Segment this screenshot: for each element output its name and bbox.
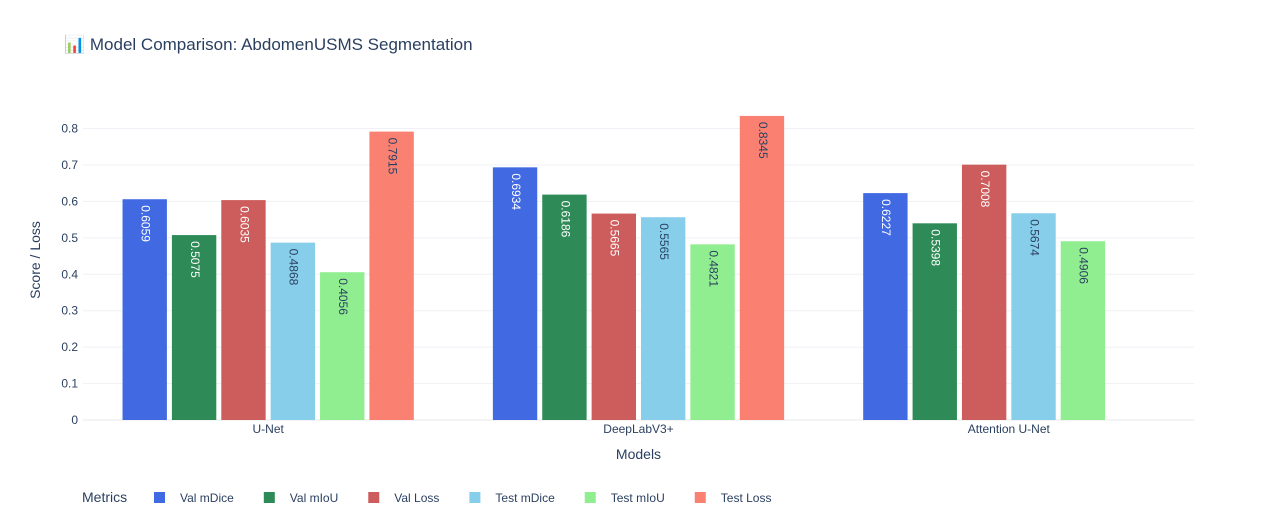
bar-value-label: 0.6186 (558, 201, 572, 238)
bar-test-miou-1 (690, 244, 735, 420)
x-axis-ticks: U-Net DeepLabV3+ Attention U-Net (252, 422, 1050, 436)
bar-value-label: 0.5398 (929, 229, 943, 266)
y-tick-label: 0.7 (61, 158, 78, 172)
legend-item-label: Test Loss (721, 491, 772, 505)
y-tick-label: 0 (71, 413, 78, 427)
legend-item-label: Val mDice (180, 491, 234, 505)
bar-test-mdice-1 (641, 217, 686, 420)
bar-value-label: 0.6934 (509, 173, 523, 210)
y-tick-label: 0.3 (61, 304, 78, 318)
bar-value-label: 0.5565 (657, 223, 671, 260)
x-axis-title: Models (616, 446, 661, 462)
bar-value-label: 0.5665 (608, 220, 622, 257)
bar-val-miou-0 (171, 235, 217, 420)
y-tick-label: 0.6 (61, 194, 78, 208)
legend-swatch (368, 492, 380, 503)
x-tick-label: U-Net (252, 422, 284, 436)
bar-val-miou-2 (912, 223, 957, 420)
y-tick-label: 0.8 (61, 122, 78, 136)
bar-value-label: 0.6035 (237, 206, 251, 243)
legend-swatch (469, 492, 481, 503)
bar-value-label: 0.8345 (756, 122, 770, 159)
bar-val-loss-0 (221, 200, 266, 420)
bar-test-miou-2 (1060, 241, 1106, 420)
legend-item-label: Test mDice (495, 491, 555, 505)
y-tick-label: 0.2 (61, 340, 78, 354)
y-tick-label: 0.5 (61, 231, 78, 245)
legend-swatch (154, 492, 165, 503)
legend-swatch (584, 492, 596, 503)
gridlines (83, 128, 1194, 421)
chart-title: 📊 Model Comparison: AbdomenUSMS Segmenta… (64, 34, 473, 54)
bar-value-label: 0.7008 (978, 171, 992, 208)
bar-value-label: 0.4906 (1077, 247, 1091, 284)
y-axis-ticks: 0 0.1 0.2 0.3 0.4 0.5 0.6 0.7 0.8 (61, 122, 78, 428)
bar-value-label: 0.5075 (188, 241, 202, 278)
bar-value-label: 0.4056 (336, 278, 350, 315)
bar-value-label: 0.6059 (139, 205, 153, 242)
bar-test-mdice-0 (270, 242, 316, 420)
bar-test-miou-0 (320, 272, 365, 420)
bar-val-mdice-1 (492, 167, 538, 420)
bar-test-loss-0 (369, 131, 414, 421)
bar-test-loss-1 (739, 115, 785, 420)
legend-swatch (694, 492, 706, 503)
bar-test-mdice-2 (1011, 213, 1056, 420)
bar-val-loss-2 (961, 164, 1007, 420)
legend-item-label: Val Loss (394, 491, 439, 505)
bar-value-label: 0.4821 (706, 250, 720, 287)
legend-item-label: Test mIoU (611, 491, 665, 505)
legend-title: Metrics (82, 489, 127, 505)
bar-value-label: 0.7915 (385, 138, 399, 175)
y-axis-title: Score / Loss (27, 221, 43, 299)
bars-layer: 0.6059 0.6934 0.6227 0.5075 0.6186 0.5398 0.60… (122, 115, 1106, 421)
legend-swatch (263, 492, 275, 503)
bar-val-mdice-2 (863, 193, 908, 420)
bar-val-miou-1 (542, 194, 587, 420)
bar-val-loss-1 (591, 213, 636, 420)
x-tick-label: DeepLabV3+ (603, 422, 673, 436)
bar-value-label: 0.4868 (287, 249, 301, 286)
y-tick-label: 0.4 (61, 267, 78, 281)
bar-value-label: 0.5674 (1027, 219, 1041, 256)
y-tick-label: 0.1 (61, 377, 78, 391)
x-tick-label: Attention U-Net (968, 422, 1051, 436)
bar-value-label: 0.6227 (879, 199, 893, 236)
legend: Metrics Val mDice Val mIoU Val Loss Test mD… (82, 489, 771, 505)
bar-val-mdice-0 (122, 199, 167, 420)
legend-item-label: Val mIoU (290, 491, 338, 505)
